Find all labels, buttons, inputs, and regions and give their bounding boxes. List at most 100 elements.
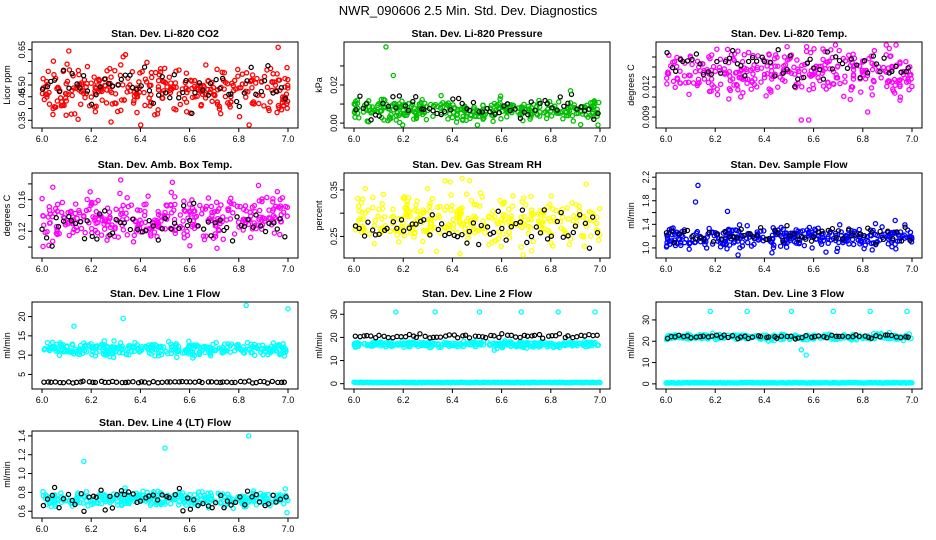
- data-point: [744, 222, 750, 229]
- data-point-black: [265, 501, 272, 507]
- data-point-black: [130, 216, 136, 222]
- data-point: [482, 229, 488, 236]
- data-point-black: [701, 236, 707, 243]
- data-point-black: [833, 235, 839, 241]
- data-point: [417, 212, 424, 219]
- data-point: [846, 241, 852, 247]
- data-point: [449, 114, 456, 121]
- data-point: [869, 92, 875, 98]
- data-point: [546, 343, 552, 349]
- data-point: [768, 337, 775, 343]
- data-point-black: [676, 332, 682, 338]
- data-point: [394, 232, 401, 238]
- data-point: [55, 85, 62, 92]
- data-point: [217, 220, 223, 227]
- data-point: [434, 204, 441, 211]
- data-point-black: [880, 236, 887, 243]
- data-point: [189, 205, 196, 212]
- data-point: [822, 48, 828, 55]
- data-point-black: [539, 335, 546, 341]
- chart-panel-4: Stan. Dev. Amb. Box Temp.degrees C6.0 6.2…: [2, 159, 299, 274]
- outlier-point: [864, 109, 871, 115]
- data-point: [99, 97, 105, 103]
- data-point: [745, 49, 752, 56]
- data-point-black: [81, 235, 88, 242]
- data-point: [177, 212, 184, 218]
- data-point-black: [422, 333, 428, 340]
- data-point: [216, 206, 222, 212]
- data-point-black: [757, 224, 764, 231]
- data-point: [186, 201, 193, 207]
- data-point: [371, 240, 378, 247]
- data-point-black: [164, 379, 170, 385]
- data-point: [387, 228, 394, 235]
- data-point: [399, 98, 405, 104]
- y-tick-label: 0.6: [17, 505, 27, 518]
- data-point-black: [741, 232, 747, 239]
- data-point: [261, 73, 268, 80]
- data-point-black: [856, 333, 862, 340]
- data-point: [400, 341, 407, 348]
- data-point: [243, 94, 249, 100]
- data-point-black: [824, 334, 830, 341]
- data-point: [209, 212, 215, 218]
- data-point-black: [669, 228, 675, 234]
- data-point-black: [172, 379, 178, 385]
- data-point: [42, 229, 48, 236]
- data-point: [782, 78, 788, 84]
- data-point: [94, 500, 100, 506]
- data-point: [51, 71, 57, 78]
- data-point: [83, 207, 90, 214]
- data-point: [50, 111, 56, 118]
- data-point: [243, 208, 249, 214]
- data-point: [897, 94, 904, 100]
- data-point-black: [229, 238, 236, 244]
- data-point: [249, 77, 255, 83]
- data-point: [223, 217, 230, 223]
- data-point-black: [833, 333, 839, 340]
- data-point: [51, 343, 57, 350]
- data-point: [111, 338, 117, 344]
- data-point: [131, 232, 137, 239]
- data-point-black: [146, 380, 152, 386]
- outlier-point: [432, 309, 438, 315]
- data-point: [420, 238, 426, 245]
- data-point: [71, 226, 77, 233]
- data-point: [883, 42, 890, 48]
- data-point: [663, 75, 670, 81]
- data-point: [366, 342, 373, 348]
- data-point: [81, 213, 87, 219]
- data-point: [685, 79, 692, 85]
- outlier-point: [466, 177, 473, 184]
- data-point: [369, 104, 375, 110]
- data-point: [727, 73, 733, 79]
- data-point: [388, 111, 394, 118]
- data-point-black: [281, 379, 287, 385]
- data-point: [228, 99, 234, 105]
- data-point-black: [455, 95, 462, 102]
- data-point: [702, 241, 708, 248]
- data-point: [44, 94, 50, 100]
- data-point: [148, 99, 154, 105]
- data-point-black: [43, 235, 50, 241]
- data-point: [594, 342, 601, 349]
- data-point: [740, 90, 746, 96]
- data-point: [172, 494, 178, 500]
- data-point: [158, 348, 164, 354]
- data-point: [569, 200, 575, 206]
- data-point: [427, 200, 433, 207]
- data-point-black: [726, 55, 733, 61]
- chart-title: Stan. Dev. Li-820 Temp.: [731, 28, 847, 40]
- data-point: [402, 204, 409, 211]
- data-point-black: [376, 332, 382, 339]
- data-point: [167, 87, 173, 94]
- outlier-point: [71, 323, 77, 329]
- data-point-black: [824, 49, 831, 55]
- data-point-black: [396, 93, 403, 99]
- data-point: [548, 113, 555, 119]
- data-point-black: [508, 224, 515, 230]
- data-point: [801, 68, 808, 74]
- data-point: [264, 345, 270, 351]
- data-point: [433, 248, 440, 255]
